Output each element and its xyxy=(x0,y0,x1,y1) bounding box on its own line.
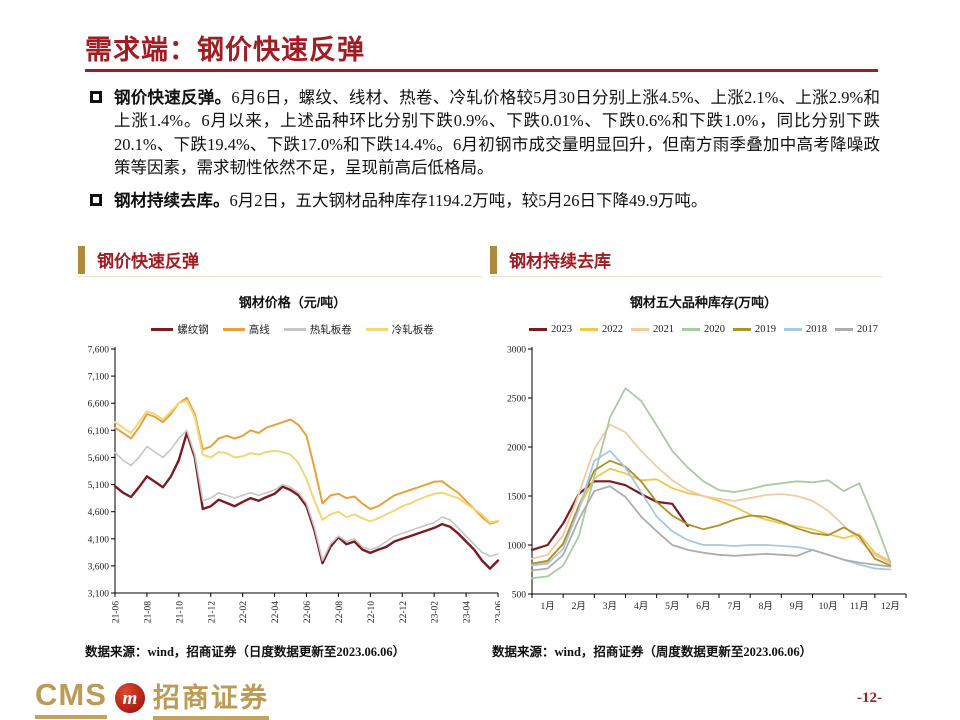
bullet-list: 钢价快速反弹。6月6日，螺纹、线材、热卷、冷轧价格较5月30日分别上涨4.5%、… xyxy=(88,86,880,221)
svg-text:6,600: 6,600 xyxy=(88,400,110,410)
svg-text:1月: 1月 xyxy=(540,601,554,612)
svg-text:3月: 3月 xyxy=(603,601,617,612)
inventory-chart-plot: 3000 2500 2000 1500 1000 500 1月 2月 3月 4月 5月 6月 7月 8月 9… xyxy=(507,346,907,612)
legend-item: 2023 xyxy=(529,324,572,335)
bullet-body: 6月6日，螺纹、线材、热卷、冷轧价格较5月30日分别上涨4.5%、上涨2.1%、… xyxy=(114,88,881,178)
company-name: 招商证券 xyxy=(152,676,269,720)
svg-text:5,100: 5,100 xyxy=(88,481,110,491)
legend-item: 螺纹钢 xyxy=(151,322,209,337)
svg-text:22-06: 22-06 xyxy=(303,601,313,623)
svg-text:1500: 1500 xyxy=(507,493,526,503)
square-bullet-icon xyxy=(90,91,102,103)
svg-text:5,600: 5,600 xyxy=(88,454,110,464)
svg-text:1000: 1000 xyxy=(507,542,526,552)
bullet-body: 6月2日，五大钢材品种库存1194.2万吨，较5月26日下降49.9万吨。 xyxy=(229,190,708,210)
svg-text:22-12: 22-12 xyxy=(399,601,409,623)
bullet-item: 钢材持续去库。6月2日，五大钢材品种库存1194.2万吨，较5月26日下降49.… xyxy=(88,189,880,212)
legend-item: 2020 xyxy=(682,324,725,335)
chart-legend: 螺纹钢 高线 热轧板卷 冷轧板卷 xyxy=(85,321,500,337)
page-title: 需求端：钢价快速反弹 xyxy=(85,35,365,65)
legend-item: 2019 xyxy=(733,324,776,335)
svg-text:7,100: 7,100 xyxy=(88,373,110,383)
svg-text:500: 500 xyxy=(512,591,527,601)
gold-accent-bar xyxy=(490,245,497,274)
svg-text:22-04: 22-04 xyxy=(271,601,281,623)
bullet-lead: 钢材持续去库。 xyxy=(114,190,230,210)
svg-text:4,100: 4,100 xyxy=(88,535,110,545)
chart-title: 钢材五大品种库存(万吨） xyxy=(629,295,778,310)
gold-accent-bar xyxy=(78,245,85,274)
bullet-item: 钢价快速反弹。6月6日，螺纹、线材、热卷、冷轧价格较5月30日分别上涨4.5%、… xyxy=(88,86,880,180)
legend-item: 2022 xyxy=(580,324,623,335)
section-header-inventory: 钢材持续去库 xyxy=(490,243,882,277)
svg-text:7月: 7月 xyxy=(727,601,741,612)
svg-text:6,100: 6,100 xyxy=(88,427,110,437)
bullet-text: 钢材持续去库。6月2日，五大钢材品种库存1194.2万吨，较5月26日下降49.… xyxy=(114,189,707,212)
chart-legend: 2023 2022 2021 2020 2019 2018 2017 xyxy=(497,321,910,337)
section-title: 钢材持续去库 xyxy=(509,252,611,271)
price-chart-plot: 7,600 7,100 6,600 6,100 5,600 5,100 4,600 4,100… xyxy=(88,346,505,624)
svg-text:4月: 4月 xyxy=(634,601,648,612)
svg-text:21-12: 21-12 xyxy=(207,601,217,623)
svg-text:2000: 2000 xyxy=(507,444,526,454)
legend-item: 2018 xyxy=(784,324,827,335)
bullet-lead: 钢价快速反弹。 xyxy=(114,88,232,107)
cms-logo-badge-icon: m xyxy=(114,683,145,713)
svg-text:23-02: 23-02 xyxy=(431,601,441,623)
section-title: 钢价快速反弹 xyxy=(97,252,199,271)
svg-text:23-04: 23-04 xyxy=(463,601,473,623)
svg-text:22-08: 22-08 xyxy=(335,601,345,623)
svg-text:22-02: 22-02 xyxy=(239,601,249,623)
square-bullet-icon xyxy=(90,193,102,206)
svg-text:8月: 8月 xyxy=(759,601,773,612)
bullet-text: 钢价快速反弹。6月6日，螺纹、线材、热卷、冷轧价格较5月30日分别上涨4.5%、… xyxy=(114,86,880,180)
svg-text:21-06: 21-06 xyxy=(112,601,122,623)
svg-text:12月: 12月 xyxy=(881,601,900,612)
svg-text:2500: 2500 xyxy=(507,395,526,405)
svg-text:22-10: 22-10 xyxy=(367,601,377,623)
cms-logo-text: CMS xyxy=(35,677,107,719)
page-number: -12- xyxy=(857,690,882,706)
svg-text:21-08: 21-08 xyxy=(143,601,153,623)
svg-text:21-10: 21-10 xyxy=(175,601,185,623)
svg-text:7,600: 7,600 xyxy=(88,346,110,356)
legend-item: 高线 xyxy=(222,322,270,337)
legend-item: 2021 xyxy=(631,324,674,335)
svg-text:2月: 2月 xyxy=(572,601,586,612)
legend-item: 热轧板卷 xyxy=(283,322,352,337)
section-header-prices: 钢价快速反弹 xyxy=(78,243,482,277)
data-source-left: 数据来源：wind，招商证券（日度数据更新至2023.06.06） xyxy=(85,645,406,659)
svg-text:10月: 10月 xyxy=(819,601,838,612)
inventory-chart: 钢材五大品种库存(万吨） 2023 2022 2021 2020 2019 2018 201… xyxy=(497,292,910,621)
cms-logo: CMS m 招商证券 xyxy=(35,676,269,720)
badge-letter: m xyxy=(122,687,138,709)
price-chart: 钢材价格（元/吨） 螺纹钢 高线 热轧板卷 冷轧板卷 7,600 7,100 6,600 6… xyxy=(85,292,505,646)
svg-text:5月: 5月 xyxy=(665,601,679,612)
svg-text:3000: 3000 xyxy=(507,346,526,356)
svg-text:11月: 11月 xyxy=(850,601,869,612)
svg-text:23-06: 23-06 xyxy=(495,601,501,623)
data-source-right: 数据来源：wind，招商证券（周度数据更新至2023.06.06） xyxy=(492,645,813,659)
legend-item: 2017 xyxy=(835,324,878,335)
svg-text:3,600: 3,600 xyxy=(88,562,110,572)
legend-item: 冷轧板卷 xyxy=(365,322,434,337)
chart-title: 钢材价格（元/吨） xyxy=(238,295,347,310)
svg-text:4,600: 4,600 xyxy=(88,508,110,518)
svg-text:6月: 6月 xyxy=(696,601,710,612)
title-underline xyxy=(85,69,878,72)
section-header-row: 钢价快速反弹 钢材持续去库 xyxy=(0,243,960,277)
svg-text:3,100: 3,100 xyxy=(88,590,110,600)
svg-text:9月: 9月 xyxy=(790,601,804,612)
